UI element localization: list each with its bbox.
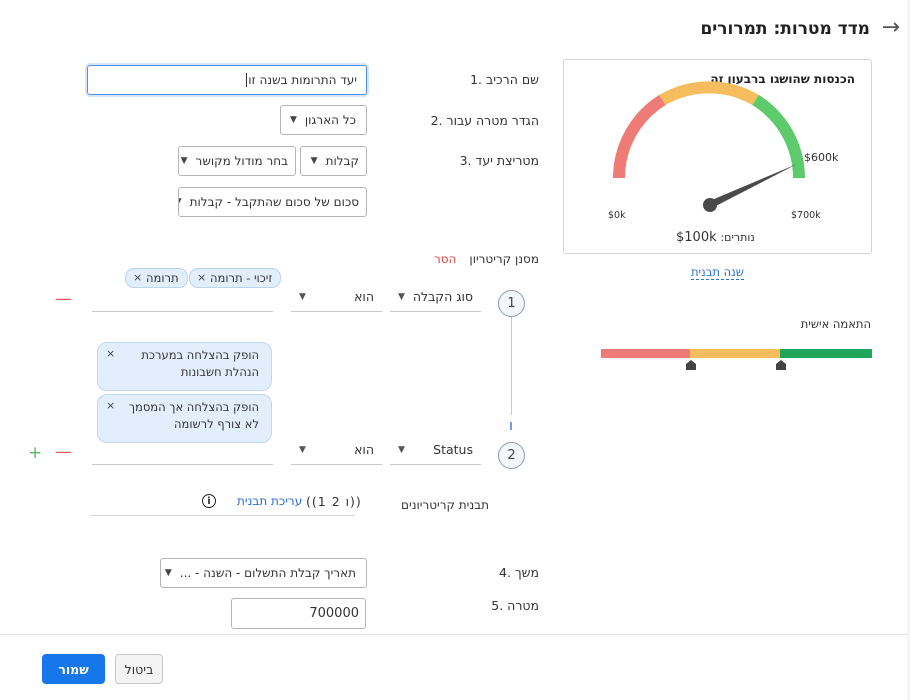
cancel-button[interactable]: ביטול <box>115 654 163 684</box>
back-arrow-icon[interactable]: → <box>881 15 900 40</box>
caret-down-icon: ▼ <box>299 291 306 302</box>
preview-title: הכנסות שהושגו ברבעון זה <box>710 72 855 86</box>
personal-fit-label: התאמה אישית <box>800 317 871 331</box>
remove-row-icon[interactable]: — <box>55 442 72 462</box>
linked-module-value: בחר מודול מקושר <box>195 154 288 168</box>
operator-select[interactable]: הוא ▼ <box>291 435 382 465</box>
define-goal-value: כל הארגון <box>304 113 356 127</box>
criteria-value-input[interactable] <box>92 435 273 465</box>
fit-bar-orange <box>690 349 780 358</box>
linked-module-select[interactable]: בחר מודול מקושר ▼ <box>178 146 296 176</box>
add-row-icon[interactable]: + <box>28 443 43 463</box>
field-value: Status <box>433 442 473 457</box>
module-value: קבלות <box>325 154 359 168</box>
pattern-underline <box>90 515 355 516</box>
remove-row-icon[interactable]: — <box>55 289 72 309</box>
fit-handle-2[interactable] <box>776 359 786 370</box>
criteria-value-input[interactable] <box>92 282 273 312</box>
gauge-min-label: $0k <box>608 210 626 221</box>
gauge-mid-label: $600k <box>804 151 839 164</box>
footer-divider <box>0 634 910 635</box>
chip-label: תרומה <box>146 271 179 285</box>
goal-value: 700000 <box>309 606 359 621</box>
duration-label: 4. משך <box>499 565 539 580</box>
chip-label: הופק בהצלחה במערכת הנהלת חשבונות <box>141 348 259 379</box>
goal-label: 5. מטרה <box>491 598 539 613</box>
gauge-green-segment <box>752 94 805 179</box>
gauge-chart <box>613 81 805 212</box>
remove-criteria-link[interactable]: הסר <box>434 252 457 266</box>
gauge-red-segment <box>613 94 666 179</box>
page-title: מדד מטרות: תמרורים <box>700 19 870 39</box>
remaining-label: נותרים: <box>720 231 755 244</box>
criteria-pattern-label: תבנית קריטריונים <box>401 498 489 512</box>
close-icon[interactable]: × <box>133 271 143 284</box>
operator-value: הוא <box>354 289 374 304</box>
criteria-number: 1 <box>498 290 525 317</box>
personal-fit-bar <box>601 349 872 358</box>
caret-down-icon: ▼ <box>179 197 182 207</box>
fit-handle-1[interactable] <box>686 359 696 370</box>
widget-name-label: 1. שם הרכיב <box>470 72 539 87</box>
close-icon[interactable]: × <box>197 271 207 284</box>
gauge-needle <box>707 164 797 209</box>
close-icon[interactable]: × <box>106 347 116 360</box>
save-button[interactable]: שמור <box>42 654 105 684</box>
chip-label: זיכוי - תרומה <box>210 271 273 285</box>
module-select[interactable]: קבלות ▼ <box>300 146 367 176</box>
edit-pattern-link[interactable]: עריכת תבנית <box>237 494 303 508</box>
operator-select[interactable]: הוא ▼ <box>291 282 382 312</box>
criteria-pattern-value: ((1 ו 2)) <box>306 494 362 509</box>
widget-name-value: יעד התרומות בשנה זו <box>248 73 357 87</box>
field-value: סוג הקבלה <box>412 289 473 304</box>
caret-down-icon: ▼ <box>398 291 405 302</box>
sum-field-value: סכום של סכום שהתקבל - קבלות <box>189 195 359 209</box>
criteria-connector-marker <box>510 422 512 430</box>
close-icon[interactable]: × <box>106 399 116 412</box>
caret-down-icon: ▼ <box>398 444 405 455</box>
widget-name-input[interactable]: יעד התרומות בשנה זו <box>87 65 367 95</box>
caret-down-icon: ▼ <box>180 156 188 166</box>
criteria-chip: תרומה × <box>125 268 188 288</box>
preview-card: הכנסות שהושגו ברבעון זה $0k $600k $700k … <box>563 59 872 254</box>
info-icon[interactable]: i <box>202 494 216 508</box>
template-year-link[interactable]: שנה תבנית <box>691 265 744 280</box>
target-metric-label: 3. מטריצת יעד <box>459 153 539 168</box>
field-select[interactable]: סוג הקבלה ▼ <box>390 282 481 312</box>
duration-select[interactable]: תאריך קבלת התשלום - השנה - ... ▼ <box>160 558 367 588</box>
field-select[interactable]: Status ▼ <box>390 435 481 465</box>
operator-value: הוא <box>354 442 374 457</box>
fit-bar-green <box>780 349 872 358</box>
criteria-chip: הופק בהצלחה אך המסמך לא צורף לרשומה × <box>97 394 272 443</box>
caret-down-icon: ▼ <box>310 156 318 166</box>
criteria-filter-label: מסנן קריטריון <box>469 252 539 266</box>
gauge-max-label: $700k <box>791 210 821 221</box>
caret-down-icon: ▼ <box>289 115 297 125</box>
define-goal-label: 2. הגדר מטרה עבור <box>430 113 539 128</box>
remaining-value: $100k <box>676 230 717 245</box>
criteria-connector <box>511 317 512 415</box>
caret-down-icon: ▼ <box>164 568 172 578</box>
gauge-needle-hub <box>703 198 717 212</box>
duration-value: תאריך קבלת התשלום - השנה - ... <box>179 566 356 580</box>
right-edge <box>907 0 910 700</box>
gauge-orange-segment <box>659 81 759 106</box>
caret-down-icon: ▼ <box>299 444 306 455</box>
fit-bar-red <box>601 349 690 358</box>
remaining-text: נותרים: $100k <box>676 230 755 245</box>
criteria-number: 2 <box>498 442 525 469</box>
chip-label: הופק בהצלחה אך המסמך לא צורף לרשומה <box>128 400 259 431</box>
goal-input[interactable]: 700000 <box>231 598 366 629</box>
sum-field-select[interactable]: סכום של סכום שהתקבל - קבלות ▼ <box>178 187 367 217</box>
define-goal-select[interactable]: כל הארגון ▼ <box>280 105 367 135</box>
criteria-chip: הופק בהצלחה במערכת הנהלת חשבונות × <box>97 342 272 391</box>
criteria-chip: זיכוי - תרומה × <box>189 268 282 288</box>
